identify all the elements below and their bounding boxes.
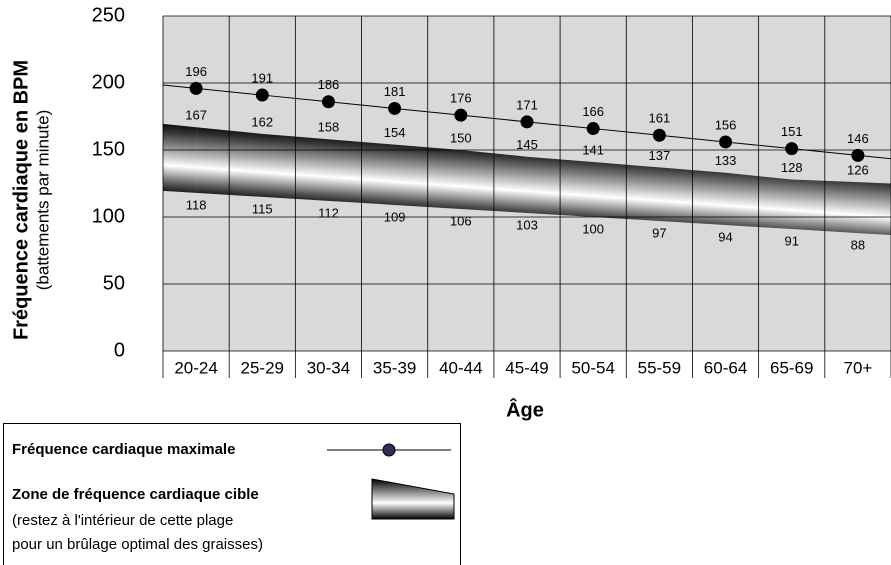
max-hr-point: [321, 95, 335, 109]
y-tick-label: 100: [92, 205, 125, 227]
y-tick-label: 0: [114, 339, 125, 361]
x-tick-label: 45-49: [505, 358, 548, 377]
value-label: 166: [582, 104, 604, 119]
max-hr-point: [652, 128, 666, 142]
value-label: 162: [251, 114, 273, 129]
x-tick-label: 60-64: [704, 358, 747, 377]
value-label: 156: [715, 117, 737, 132]
value-label: 151: [781, 124, 803, 139]
band-extension: [857, 182, 891, 236]
value-label: 115: [252, 201, 273, 216]
x-tick-label: 35-39: [373, 358, 416, 377]
y-tick-label: 200: [92, 71, 125, 93]
value-label: 146: [847, 131, 869, 146]
value-label: 191: [251, 70, 273, 85]
x-tick-label: 40-44: [439, 358, 482, 377]
x-tick-label: 50-54: [571, 358, 614, 377]
x-tick-label: 20-24: [174, 358, 217, 377]
value-label: 109: [384, 209, 406, 224]
value-label: 94: [718, 229, 732, 244]
value-label: 145: [516, 137, 538, 152]
y-tick-label: 250: [92, 4, 125, 26]
value-label: 167: [185, 108, 207, 123]
value-label: 171: [516, 97, 538, 112]
y-axis-subtitle: (battements par minute): [33, 110, 52, 290]
value-label: 158: [318, 120, 340, 135]
value-label: 88: [851, 238, 865, 253]
y-axis-title: Fréquence cardiaque en BPM: [10, 60, 32, 340]
max-hr-point: [454, 108, 468, 122]
x-tick-label: 25-29: [241, 358, 284, 377]
legend: Fréquence cardiaque maximale Zone de fré…: [3, 423, 461, 565]
x-tick-label: 65-69: [770, 358, 813, 377]
value-label: 176: [450, 91, 472, 106]
value-label: 161: [649, 111, 671, 126]
value-label: 141: [582, 142, 604, 157]
x-tick-label: 70+: [843, 358, 872, 377]
value-label: 196: [185, 64, 207, 79]
plot: 0 50 100 150 200 250 20-24 196 167 118 25-29 191 162…: [92, 4, 891, 378]
value-label: 128: [781, 160, 803, 175]
max-hr-point: [785, 142, 799, 156]
value-label: 103: [516, 217, 538, 232]
max-hr-point: [189, 81, 203, 95]
value-label: 186: [318, 77, 340, 92]
value-label: 91: [784, 233, 798, 248]
value-label: 181: [384, 84, 406, 99]
y-tick-label: 50: [103, 272, 125, 294]
legend-label: Zone de fréquence cardiaque cible: [12, 486, 259, 503]
value-label: 133: [715, 153, 737, 168]
max-hr-point: [851, 148, 865, 162]
legend-note: (restez à l'intérieur de cette plage: [12, 512, 233, 529]
value-label: 112: [318, 205, 339, 220]
max-hr-point: [255, 88, 269, 102]
band-extension: [163, 123, 197, 193]
value-label: 100: [582, 221, 604, 236]
x-tick-label: 55-59: [638, 358, 681, 377]
value-label: 126: [847, 163, 869, 178]
value-label: 154: [384, 125, 406, 140]
y-tick-label: 150: [92, 138, 125, 160]
x-tick-label: 30-34: [307, 358, 350, 377]
value-label: 118: [186, 197, 207, 212]
legend-marker: [382, 443, 396, 457]
max-hr-point: [719, 135, 733, 149]
value-label: 150: [450, 130, 472, 145]
value-label: 97: [652, 225, 666, 240]
legend-label: Fréquence cardiaque maximale: [12, 441, 235, 458]
value-label: 137: [649, 148, 671, 163]
max-hr-point: [388, 101, 402, 115]
x-axis-title: Âge: [506, 397, 544, 421]
legend-note: pour un brûlage optimal des graisses): [12, 536, 263, 553]
max-hr-point: [520, 115, 534, 129]
value-label: 106: [450, 213, 472, 228]
max-hr-point: [586, 122, 600, 136]
legend-band: [371, 478, 455, 520]
